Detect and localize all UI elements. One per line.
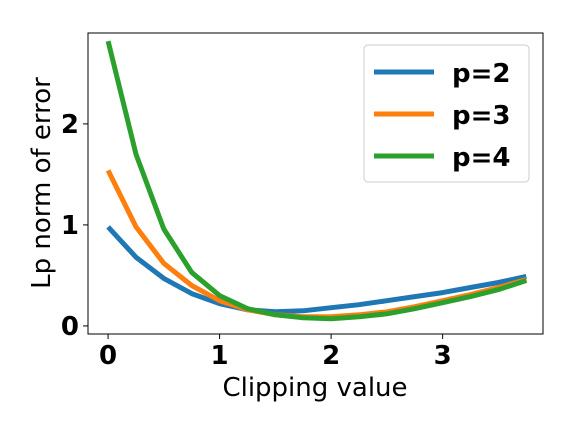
series-layer — [105, 40, 528, 322]
x-tick-label: 2 — [322, 341, 340, 371]
series-line-1 — [106, 225, 527, 315]
y-tick-label: 1 — [61, 211, 79, 241]
legend-label-3: p=4 — [452, 143, 511, 173]
series-line-3 — [105, 40, 528, 322]
x-tick-label: 1 — [211, 341, 229, 371]
y-tick-label: 0 — [61, 312, 79, 342]
y-axis: 0 1 2 — [61, 110, 88, 342]
legend-label-2: p=3 — [452, 101, 511, 131]
x-tick-label: 0 — [99, 341, 117, 371]
x-axis: 0 1 2 3 — [99, 334, 452, 371]
legend-label-1: p=2 — [452, 59, 511, 89]
x-axis-label: Clipping value — [222, 373, 407, 403]
y-tick-label: 2 — [61, 110, 79, 140]
y-axis-label: Lp norm of error — [27, 77, 57, 289]
legend-box — [363, 44, 530, 183]
legend: p=2 p=3 p=4 — [363, 44, 530, 183]
x-tick-label: 3 — [434, 341, 452, 371]
plot-frame — [87, 32, 544, 335]
